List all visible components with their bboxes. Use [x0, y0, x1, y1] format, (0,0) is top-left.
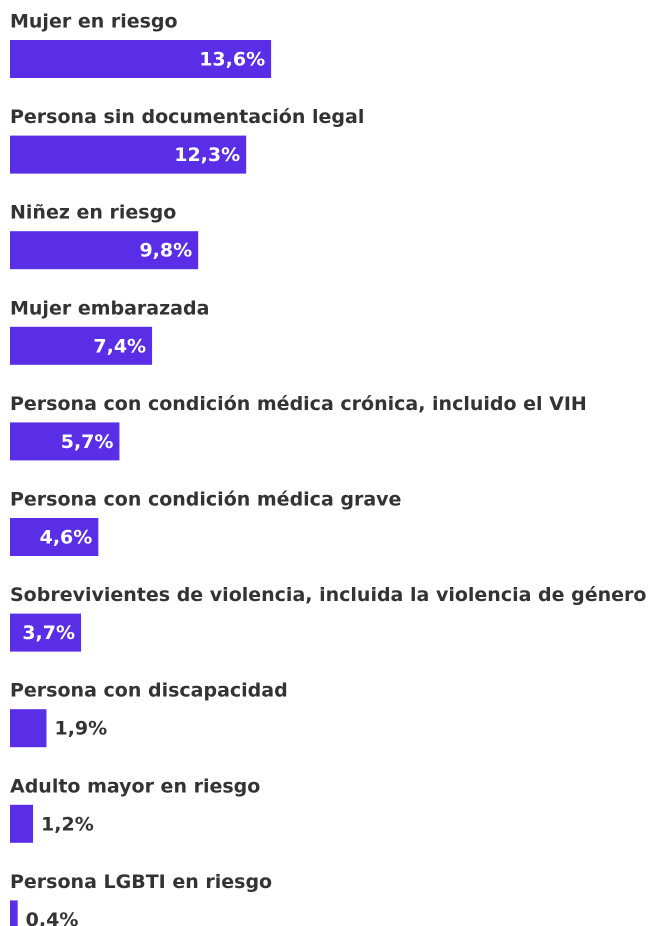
category-label: Sobrevivientes de violencia, incluida la… — [10, 584, 646, 606]
value-label: 0,4% — [26, 909, 79, 926]
value-label: 4,6% — [40, 527, 93, 549]
bar — [10, 518, 99, 556]
category-label: Mujer embarazada — [10, 297, 209, 319]
value-label: 13,6% — [199, 49, 265, 71]
category-label: Persona LGBTI en riesgo — [10, 871, 272, 893]
value-label: 7,4% — [93, 335, 146, 357]
category-label: Persona con discapacidad — [10, 680, 288, 702]
bar — [10, 231, 199, 270]
value-label: 5,7% — [61, 431, 114, 453]
category-label: Adulto mayor en riesgo — [10, 775, 260, 797]
category-label: Persona con condición médica grave — [10, 489, 401, 511]
value-label: 9,8% — [139, 240, 192, 262]
bar — [10, 804, 34, 843]
value-label: 1,2% — [41, 813, 94, 835]
bar — [10, 613, 82, 652]
bar — [10, 709, 47, 748]
bar — [10, 422, 120, 461]
bar — [10, 326, 153, 365]
category-label: Niñez en riesgo — [10, 202, 176, 224]
category-label: Persona sin documentación legal — [10, 106, 364, 128]
category-label: Persona con condición médica crónica, in… — [10, 393, 587, 415]
category-label: Mujer en riesgo — [10, 11, 178, 33]
value-label: 3,7% — [22, 622, 75, 644]
bar — [10, 135, 247, 174]
value-label: 12,3% — [174, 144, 240, 166]
value-label: 1,9% — [54, 718, 107, 740]
bar — [10, 40, 272, 78]
bar — [10, 900, 18, 926]
